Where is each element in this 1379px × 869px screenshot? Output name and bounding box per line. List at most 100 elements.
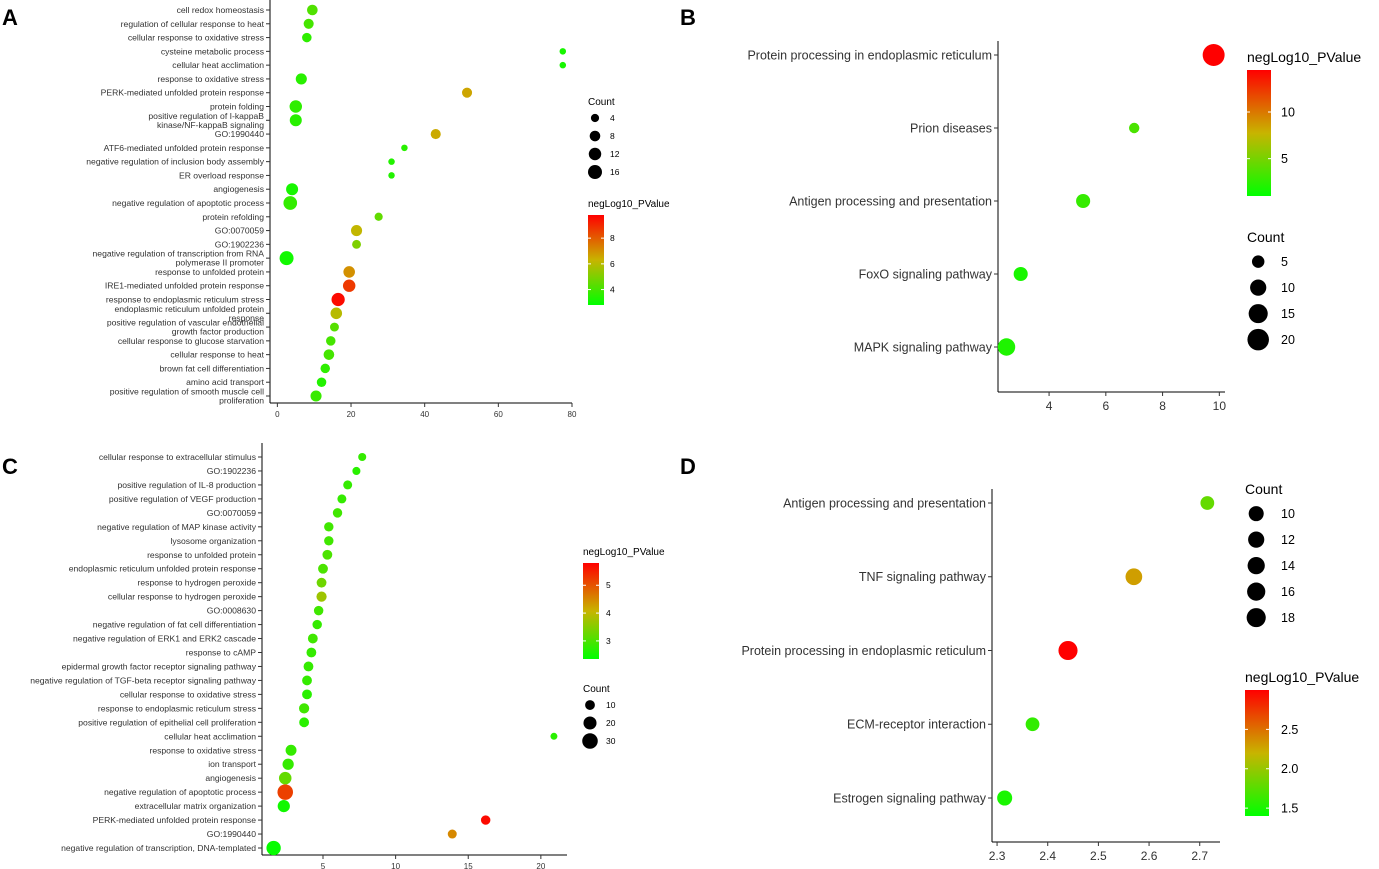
x-tick-label: 8	[1159, 399, 1166, 413]
y-tick-label: negative regulation of fat cell differen…	[93, 620, 256, 630]
data-point	[323, 349, 335, 360]
y-tick-label: positive regulation of epithelial cell p…	[78, 717, 256, 727]
data-point	[1202, 44, 1225, 66]
data-point	[388, 158, 395, 165]
data-point	[307, 4, 318, 16]
y-tick-label: protein refolding	[202, 212, 264, 222]
y-tick-label: positive regulation of IL-8 production	[117, 480, 256, 490]
data-point	[330, 307, 343, 320]
panel-d: 2.3 2.4 2.5 2.6 2.7 Antigen processing and pr…	[741, 481, 1359, 863]
count-legend-label: 5	[1281, 255, 1288, 269]
data-point	[352, 466, 361, 476]
data-point	[559, 61, 567, 69]
y-tick-label-line: positive regulation of vascular endothel…	[107, 318, 264, 328]
x-tick-label: 20	[536, 862, 545, 869]
data-point	[343, 266, 355, 278]
data-point	[1200, 496, 1215, 510]
y-tick-label: cellular response to hydrogen peroxide	[108, 592, 256, 602]
panel-label-c: C	[2, 454, 18, 479]
y-tick-label: negative regulation of inclusion body as…	[86, 157, 264, 167]
data-point	[302, 32, 312, 43]
data-point	[352, 239, 361, 249]
data-point	[1129, 122, 1140, 134]
data-point	[997, 790, 1013, 806]
data-point	[337, 494, 347, 504]
data-point	[289, 114, 302, 127]
y-tick-label: positive regulation of VEGF production	[109, 494, 256, 504]
data-point	[326, 336, 336, 346]
panel-label-a: A	[2, 5, 18, 30]
data-point	[343, 480, 353, 490]
y-tick-label: cellular response to oxidative stress	[128, 33, 264, 43]
y-tick-label: GO:0008630	[207, 606, 256, 616]
panel-c: 5 10 15 20 cellular response to extracellula…	[30, 443, 665, 869]
y-tick-label-line: endoplasmic reticulum unfolded protein	[114, 304, 264, 314]
count-legend-dot	[1248, 304, 1268, 324]
y-tick-label: extracellular matrix organization	[135, 801, 257, 811]
color-legend-label: 5	[606, 580, 611, 590]
data-point	[324, 536, 334, 546]
y-tick-label: negative regulation of transcription, DN…	[61, 843, 256, 853]
count-legend-label: 14	[1281, 559, 1295, 573]
data-point	[350, 225, 363, 237]
data-point	[331, 292, 345, 307]
x-tick-label: 2.7	[1191, 849, 1208, 863]
data-point	[358, 452, 367, 462]
data-point	[302, 689, 312, 700]
color-legend-label: 8	[610, 233, 615, 243]
y-tick-label: IRE1-mediated unfolded protein response	[105, 281, 264, 291]
y-tick-label: PERK-mediated unfolded protein response	[93, 815, 257, 825]
y-tick-label: Antigen processing and presentation	[789, 194, 992, 208]
color-legend-label: 10	[1281, 105, 1295, 119]
color-legend-label: 4	[610, 285, 615, 295]
y-tick-label: response to cAMP	[186, 648, 256, 658]
count-legend-label: 15	[1281, 307, 1295, 321]
y-tick-label-line: polymerase II promoter	[176, 258, 264, 268]
count-legend-label: 10	[1281, 507, 1295, 521]
y-tick-label: GO:0070059	[215, 226, 264, 236]
data-point	[277, 784, 294, 800]
y-tick-label: cell redox homeostasis	[177, 5, 264, 15]
count-legend-dot	[588, 147, 602, 161]
color-legend-bar	[1247, 70, 1271, 196]
y-tick-label: ECM-receptor interaction	[847, 718, 986, 732]
y-tick-label: MAPK signaling pathway	[854, 340, 993, 354]
x-tick-label: 2.6	[1141, 849, 1158, 863]
y-tick-label: angiogenesis	[205, 773, 256, 783]
panel-a: 0 20 40 60 80 cell redox homeostasis regulatio…	[86, 0, 670, 419]
x-tick-label: 2.5	[1090, 849, 1107, 863]
color-legend-bar	[1245, 690, 1269, 816]
y-tick-label: negative regulation of transcription fro…	[93, 249, 265, 268]
count-legend-title: Count	[1245, 481, 1282, 497]
color-legend-title: negLog10_PValue	[588, 199, 670, 210]
y-tick-label: response to hydrogen peroxide	[138, 578, 257, 588]
y-tick-label: ATF6-mediated unfolded protein response	[104, 143, 265, 153]
y-tick-label: Protein processing in endoplasmic reticu…	[741, 644, 986, 658]
panel-label-d: D	[680, 454, 696, 479]
data-point	[480, 815, 491, 825]
color-legend-label: 6	[610, 259, 615, 269]
data-point	[310, 390, 322, 402]
y-tick-label: angiogenesis	[213, 184, 264, 194]
data-point	[332, 508, 343, 518]
y-tick-label-line: positive regulation of smooth muscle cel…	[110, 386, 264, 396]
x-tick-label: 4	[1046, 399, 1053, 413]
y-tick-label: positive regulation of vascular endothel…	[107, 318, 264, 337]
data-point	[401, 144, 408, 152]
data-point	[997, 338, 1016, 356]
y-tick-label-line: growth factor production	[172, 327, 264, 337]
data-point	[324, 522, 334, 532]
x-tick-label: 2.3	[989, 849, 1006, 863]
data-point	[295, 73, 307, 85]
count-legend-label: 16	[1281, 585, 1295, 599]
count-legend-dot	[1247, 328, 1269, 351]
data-point	[299, 717, 310, 728]
count-legend-label: 16	[610, 167, 620, 177]
count-legend-dot	[588, 165, 602, 180]
data-point	[278, 771, 292, 785]
y-tick-label: Protein processing in endoplasmic reticu…	[747, 48, 992, 62]
y-tick-label: negative regulation of MAP kinase activi…	[97, 522, 257, 532]
data-point	[289, 100, 303, 113]
count-legend-label: 18	[1281, 611, 1295, 625]
y-tick-label: amino acid transport	[186, 377, 264, 387]
